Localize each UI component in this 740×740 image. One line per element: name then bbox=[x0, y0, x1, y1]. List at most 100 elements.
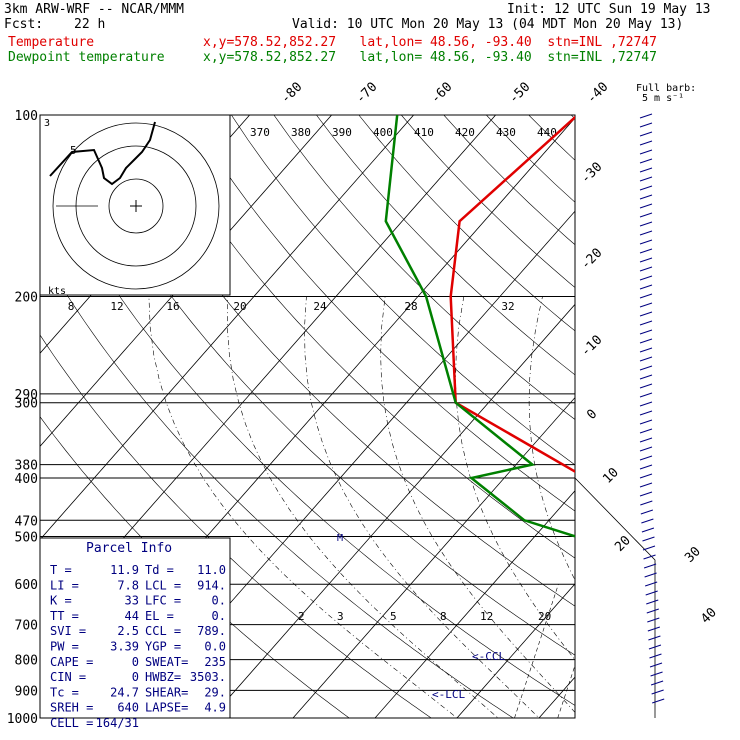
wind-barb bbox=[639, 293, 653, 299]
dewpoint-legend: Dewpoint temperature bbox=[8, 50, 165, 65]
wind-barb bbox=[639, 248, 653, 254]
temperature-tick-label: -10 bbox=[578, 333, 605, 360]
level-marker: M bbox=[337, 533, 343, 544]
isotherm-line bbox=[40, 115, 415, 541]
pressure-label: 500 bbox=[15, 530, 38, 545]
parcel-info-box bbox=[39, 537, 231, 719]
parcel-info-title: Parcel Info bbox=[86, 541, 172, 556]
dry-adiabat-line bbox=[146, 115, 575, 559]
wind-barb bbox=[639, 212, 653, 218]
mixing-ratio-label: 20 bbox=[538, 610, 551, 623]
pressure-label: 470 bbox=[15, 514, 38, 529]
parcel-field-label: CELL = bbox=[50, 716, 93, 730]
parcel-field-label: LFC = bbox=[145, 594, 181, 608]
wind-barb bbox=[639, 230, 653, 236]
wind-barb bbox=[641, 518, 654, 524]
model-title: 3km ARW-WRF -- NCAR/MMM bbox=[4, 2, 185, 17]
isotherm-line bbox=[374, 490, 575, 718]
parcel-field-value: 24.7 bbox=[110, 685, 139, 699]
wind-barb bbox=[639, 158, 653, 164]
wind-barb bbox=[639, 446, 653, 452]
wind-barb bbox=[639, 257, 653, 263]
wind-barb bbox=[641, 527, 655, 533]
isotherm-line bbox=[456, 583, 575, 718]
ccl-marker: <-CCL bbox=[472, 650, 505, 663]
wind-barb bbox=[639, 338, 653, 344]
pressure-label: 800 bbox=[15, 654, 38, 669]
wind-barb bbox=[639, 221, 653, 227]
pressure-label: 700 bbox=[15, 619, 38, 634]
temperature-tick-label: 30 bbox=[682, 544, 704, 566]
wind-barb bbox=[639, 284, 653, 290]
hodograph-frame bbox=[39, 114, 231, 296]
wind-barb bbox=[647, 626, 661, 632]
parcel-info-panel: Parcel Info T = 11.9 Td = 11.0 LI = 7.8 LCL = 91… bbox=[39, 537, 231, 730]
mixing-ratio-line bbox=[612, 584, 656, 718]
wind-barb bbox=[639, 392, 653, 398]
wind-barb bbox=[639, 374, 653, 380]
wind-barb bbox=[639, 185, 653, 191]
parcel-field-value: 0 bbox=[132, 670, 139, 684]
parcel-field-label: T = bbox=[50, 563, 72, 577]
wind-barb bbox=[639, 176, 653, 182]
moist-adiabat-line bbox=[671, 297, 740, 731]
parcel-field-label: SREH = bbox=[50, 701, 93, 715]
parcel-field-label: Td = bbox=[145, 563, 174, 577]
moist-adiabat-line bbox=[148, 296, 458, 718]
dry-adiabat-line bbox=[585, 87, 740, 730]
wind-barb bbox=[639, 383, 653, 389]
wind-barb bbox=[639, 365, 653, 371]
parcel-field-value: 914. bbox=[197, 578, 226, 592]
hodograph-trace bbox=[49, 121, 156, 186]
wind-barb bbox=[645, 581, 658, 587]
temperature-tick-label: -20 bbox=[578, 246, 605, 273]
pressure-label: 1000 bbox=[7, 712, 38, 727]
plot-frame bbox=[39, 114, 576, 719]
dry-adiabat-line bbox=[40, 160, 575, 706]
temperature-tick-label: -80 bbox=[278, 80, 305, 107]
wind-barb bbox=[644, 572, 657, 578]
wind-barb bbox=[639, 275, 653, 281]
wind-barb bbox=[639, 347, 653, 353]
wind-barbs bbox=[639, 113, 665, 704]
parcel-field-value: 7.8 bbox=[117, 578, 139, 592]
moist-adiabat-line bbox=[380, 296, 575, 713]
parcel-field-label: LAPSE= bbox=[145, 701, 188, 715]
hodograph-speed-label: 20 bbox=[233, 300, 246, 313]
wind-barb bbox=[639, 131, 653, 137]
hodograph-speed-label: 28 bbox=[404, 300, 417, 313]
wind-barb bbox=[643, 563, 657, 569]
wind-barb bbox=[651, 689, 664, 695]
wind-barb bbox=[639, 356, 653, 362]
dry-adiabat-line bbox=[103, 115, 575, 607]
parcel-field-value: 11.9 bbox=[110, 563, 139, 577]
wind-barb bbox=[650, 680, 664, 686]
hodograph-speed-label: 32 bbox=[501, 300, 514, 313]
parcel-field-value: 3.39 bbox=[110, 640, 139, 654]
wind-barb bbox=[649, 653, 662, 659]
parcel-field-label: CIN = bbox=[50, 670, 86, 684]
wind-barb bbox=[640, 500, 653, 506]
temperature-tick-label: 40 bbox=[698, 605, 720, 627]
parcel-field-value: 640 bbox=[117, 701, 139, 715]
dry-adiabat-line bbox=[626, 87, 740, 730]
temperature-tick-label: 10 bbox=[600, 465, 622, 487]
barb-unit: 5 m s⁻¹ bbox=[642, 93, 685, 104]
wind-barb bbox=[639, 302, 653, 308]
pressure-label: 900 bbox=[15, 684, 38, 699]
wind-barb bbox=[639, 410, 653, 416]
temperature-tick-label: -40 bbox=[584, 80, 611, 107]
wind-barb bbox=[648, 644, 662, 650]
dry-adiabat-line bbox=[188, 115, 575, 512]
dry-adiabat-line bbox=[570, 115, 575, 120]
theta-label: 400 bbox=[373, 126, 393, 139]
wind-barb bbox=[639, 437, 653, 443]
temperature-tick-label: 0 bbox=[584, 407, 600, 423]
wind-barb bbox=[639, 482, 653, 488]
parcel-field-value: 29. bbox=[204, 685, 226, 699]
wind-barb bbox=[639, 239, 653, 245]
parcel-field-value: 33 bbox=[125, 594, 139, 608]
dry-adiabat-line bbox=[709, 87, 740, 730]
wind-barb bbox=[639, 419, 653, 425]
